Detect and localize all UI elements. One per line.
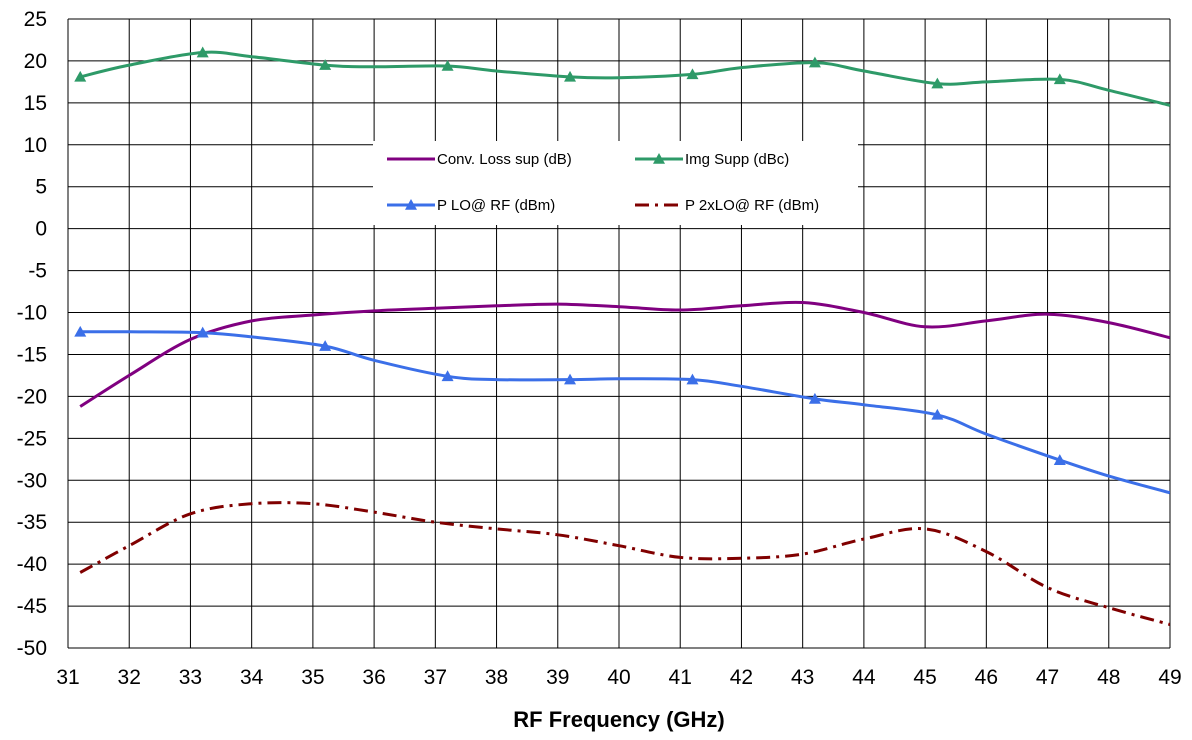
x-tick-label: 31 [56, 666, 79, 689]
data-point-marker [441, 370, 454, 382]
series-img-supp-dbc [74, 46, 1170, 107]
data-point-marker [441, 59, 454, 71]
x-axis-title: RF Frequency (GHz) [513, 707, 724, 732]
legend-marker [405, 199, 417, 210]
legend-label: Img Supp (dBc) [685, 151, 789, 168]
series-p-lo-rf-dbm [74, 325, 1170, 495]
y-tick-label: 25 [24, 8, 47, 31]
y-tick-label: -5 [28, 260, 47, 283]
legend-label: P 2xLO@ RF (dBm) [685, 197, 819, 214]
y-tick-label: 15 [24, 92, 47, 115]
series-line [79, 50, 1170, 107]
data-point-marker [931, 77, 944, 89]
series-line [80, 330, 1170, 495]
y-tick-label: -40 [17, 553, 47, 576]
x-tick-label: 32 [118, 666, 141, 689]
series-lines [74, 46, 1170, 626]
series-line [79, 501, 1170, 626]
data-point-marker [1053, 73, 1066, 85]
x-tick-label: 34 [240, 666, 264, 689]
data-point-marker [808, 392, 821, 404]
y-tick-label: 0 [35, 218, 47, 241]
x-tick-label: 45 [913, 666, 936, 689]
data-point-marker [74, 70, 87, 82]
data-point-marker [686, 68, 699, 80]
data-point-marker [319, 340, 332, 351]
data-point-marker [74, 325, 87, 337]
series-line [79, 300, 1170, 408]
x-tick-label: 47 [1036, 666, 1059, 689]
data-point-marker [808, 56, 821, 68]
data-point-marker [1053, 454, 1066, 465]
y-tick-label: -45 [17, 595, 47, 618]
x-tick-label: 38 [485, 666, 508, 689]
legend-label: P LO@ RF (dBm) [437, 197, 555, 214]
tick-labels: 31 32 33 34 35 36 37 38 39 40 41 42 43 44 45 46 47 48 49 25… [17, 8, 1182, 689]
x-tick-label: 42 [730, 666, 753, 689]
y-tick-label: -15 [17, 343, 47, 366]
x-tick-label: 41 [669, 666, 692, 689]
y-tick-label: -10 [17, 302, 47, 325]
x-tick-label: 35 [301, 666, 324, 689]
x-tick-label: 44 [852, 666, 876, 689]
x-tick-label: 40 [607, 666, 630, 689]
legend [373, 141, 858, 225]
data-point-marker [196, 46, 209, 58]
grid [67, 18, 1171, 649]
x-tick-label: 46 [975, 666, 998, 689]
legend-label: Conv. Loss sup (dB) [437, 151, 572, 168]
data-point-marker [196, 326, 209, 338]
series-p-2xlo-rf-dbm [79, 501, 1170, 626]
y-tick-label: -50 [17, 637, 47, 660]
y-tick-label: 20 [24, 50, 47, 73]
y-tick-label: -35 [17, 511, 47, 534]
y-tick-label: -20 [17, 385, 47, 408]
data-point-marker [564, 373, 577, 385]
y-tick-label: 5 [35, 176, 47, 199]
legend-marker [653, 153, 665, 164]
x-tick-label: 48 [1097, 666, 1120, 689]
x-tick-label: 36 [362, 666, 385, 689]
data-point-marker [564, 70, 577, 82]
data-point-marker [931, 408, 944, 420]
x-tick-label: 33 [179, 666, 202, 689]
data-point-marker [319, 59, 332, 70]
x-tick-label: 49 [1158, 666, 1181, 689]
y-tick-label: -25 [17, 427, 47, 450]
data-point-marker [686, 373, 699, 385]
x-tick-label: 43 [791, 666, 814, 689]
x-tick-label: 39 [546, 666, 569, 689]
y-tick-label: -30 [17, 469, 47, 492]
legend-entries: Conv. Loss sup (dB) Img Supp (dBc) P LO@ R… [387, 151, 819, 214]
y-tick-label: 10 [24, 134, 47, 157]
series-conv-loss-sup-db [79, 300, 1170, 408]
x-tick-label: 37 [424, 666, 447, 689]
